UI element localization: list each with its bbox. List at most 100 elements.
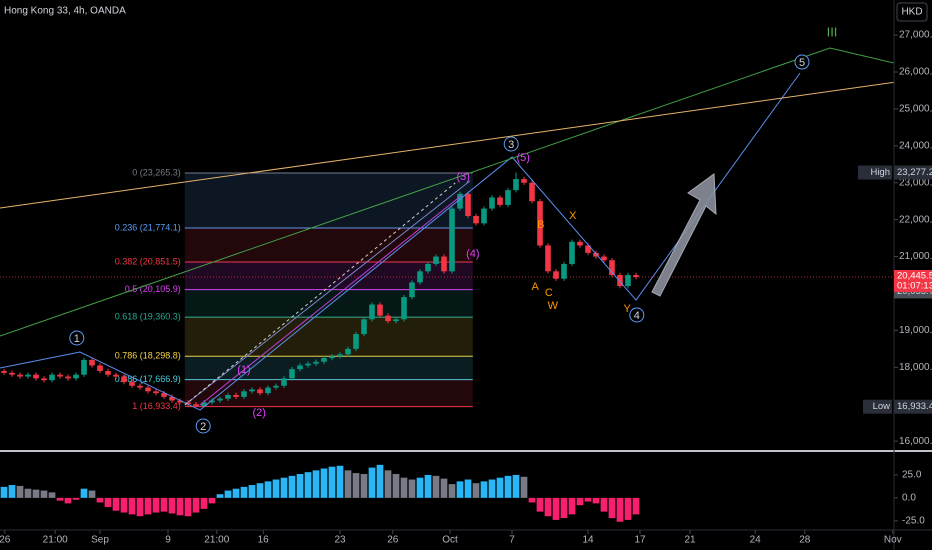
y-tick-label: 16,000.0 bbox=[899, 436, 932, 447]
fib-label: 0.236 (21,774.1) bbox=[115, 222, 181, 232]
osc-bar bbox=[552, 497, 560, 520]
candle-body bbox=[377, 304, 383, 316]
y-tick-label: 19,000.0 bbox=[899, 325, 932, 336]
wave-label: X bbox=[569, 210, 577, 222]
osc-bar bbox=[336, 465, 344, 498]
osc-bar bbox=[0, 486, 8, 498]
wave-label: 2 bbox=[200, 421, 206, 433]
candle-body bbox=[401, 297, 407, 320]
fib-band bbox=[184, 356, 473, 380]
candle-body bbox=[161, 393, 167, 397]
wave-label: (3) bbox=[456, 171, 469, 183]
wave-label: (1) bbox=[237, 364, 250, 376]
price-label-name: Low bbox=[873, 401, 891, 412]
x-tick-label: 17 bbox=[634, 535, 646, 546]
candle-body bbox=[25, 374, 31, 377]
osc-bar bbox=[480, 481, 488, 498]
y-tick-label: 21,000.0 bbox=[899, 251, 932, 262]
candle-body bbox=[513, 179, 519, 191]
osc-bar bbox=[632, 497, 640, 515]
arrow bbox=[651, 173, 717, 297]
osc-bar bbox=[200, 497, 208, 509]
candle-body bbox=[1, 371, 7, 373]
candle-body bbox=[225, 394, 231, 399]
osc-bar bbox=[72, 497, 80, 500]
x-tick-label: 26 bbox=[387, 535, 399, 546]
candle-body bbox=[17, 374, 23, 377]
fib-label: 0.5 (20,105.9) bbox=[125, 284, 181, 294]
currency[interactable]: HKD bbox=[901, 7, 922, 18]
wave-circle bbox=[69, 330, 85, 346]
osc-bar bbox=[592, 497, 600, 504]
candle-body bbox=[385, 315, 391, 322]
fib-band bbox=[184, 317, 473, 357]
osc-bar bbox=[616, 497, 624, 522]
osc-bar bbox=[624, 497, 632, 520]
wave-circle bbox=[503, 136, 519, 152]
candle-body bbox=[281, 378, 287, 386]
candle-body bbox=[241, 391, 247, 397]
osc-bar bbox=[184, 497, 192, 517]
osc-bar bbox=[448, 484, 456, 498]
main-pane: 0 (23,265.3) 0.236 (21,774.1) 0.382 (20,85… bbox=[0, 24, 894, 434]
fib-label: 0.618 (19,360.3) bbox=[115, 311, 181, 321]
price-label-tag bbox=[863, 399, 892, 414]
trend-line bbox=[199, 194, 463, 406]
candle-body bbox=[257, 389, 263, 394]
fib-label: 0.786 (18,298.8) bbox=[115, 351, 181, 361]
osc-bar bbox=[408, 479, 416, 498]
x-tick-label: 21 bbox=[684, 535, 696, 546]
x-tick-label: 21:00 bbox=[204, 535, 229, 546]
osc-bar bbox=[160, 497, 168, 512]
x-tick-label: 23 bbox=[334, 535, 346, 546]
osc-bar bbox=[528, 497, 536, 503]
osc-bar bbox=[376, 464, 384, 498]
candle-body bbox=[393, 319, 399, 322]
candle-body bbox=[297, 365, 303, 370]
candle-body bbox=[209, 400, 215, 403]
osc-bar bbox=[56, 497, 64, 501]
x-tick-label: Nov bbox=[884, 535, 902, 546]
osc-bar bbox=[144, 497, 152, 515]
osc-tick-label: 25.0 bbox=[902, 470, 922, 481]
y-tick-label: 23,000.0 bbox=[899, 177, 932, 188]
candle-body bbox=[353, 334, 359, 349]
trend-line bbox=[0, 47, 894, 337]
candle-body bbox=[137, 385, 143, 388]
osc-bar bbox=[312, 470, 320, 498]
osc-bar bbox=[216, 494, 224, 498]
candle-body bbox=[249, 389, 255, 392]
candle-body bbox=[553, 271, 559, 279]
candle-body bbox=[273, 385, 279, 388]
osc-bar bbox=[80, 488, 88, 498]
osc-tick-label: -25.0 bbox=[902, 515, 925, 526]
candle-body bbox=[89, 359, 95, 366]
x-tick-label: 16 bbox=[258, 535, 270, 546]
symbol-title: Hong Kong 33, 4h, OANDA bbox=[4, 6, 126, 17]
candle-body bbox=[409, 282, 415, 298]
osc-bar bbox=[256, 483, 264, 498]
wave-label: (5) bbox=[516, 152, 529, 164]
osc-bar bbox=[168, 497, 176, 514]
price-label-box bbox=[894, 399, 932, 414]
x-tick-label: 21:00 bbox=[43, 535, 68, 546]
osc-bar bbox=[112, 497, 120, 511]
candle-body bbox=[81, 359, 87, 375]
wave-label: W bbox=[548, 300, 559, 312]
candle-body bbox=[489, 197, 495, 209]
fib-label: 0.382 (20,851.5) bbox=[115, 256, 181, 266]
trend-line bbox=[184, 182, 456, 406]
osc-bar bbox=[24, 488, 32, 498]
osc-bar bbox=[496, 477, 504, 498]
candle-body bbox=[593, 252, 599, 257]
fib-band bbox=[184, 262, 473, 290]
osc-bar bbox=[384, 470, 392, 498]
wave-circle bbox=[629, 307, 645, 323]
osc-bar bbox=[504, 475, 512, 498]
trend-line bbox=[184, 180, 471, 406]
candle-body bbox=[105, 371, 111, 375]
osc-bar bbox=[248, 485, 256, 498]
osc-bar bbox=[568, 497, 576, 515]
candle-body bbox=[57, 374, 63, 377]
